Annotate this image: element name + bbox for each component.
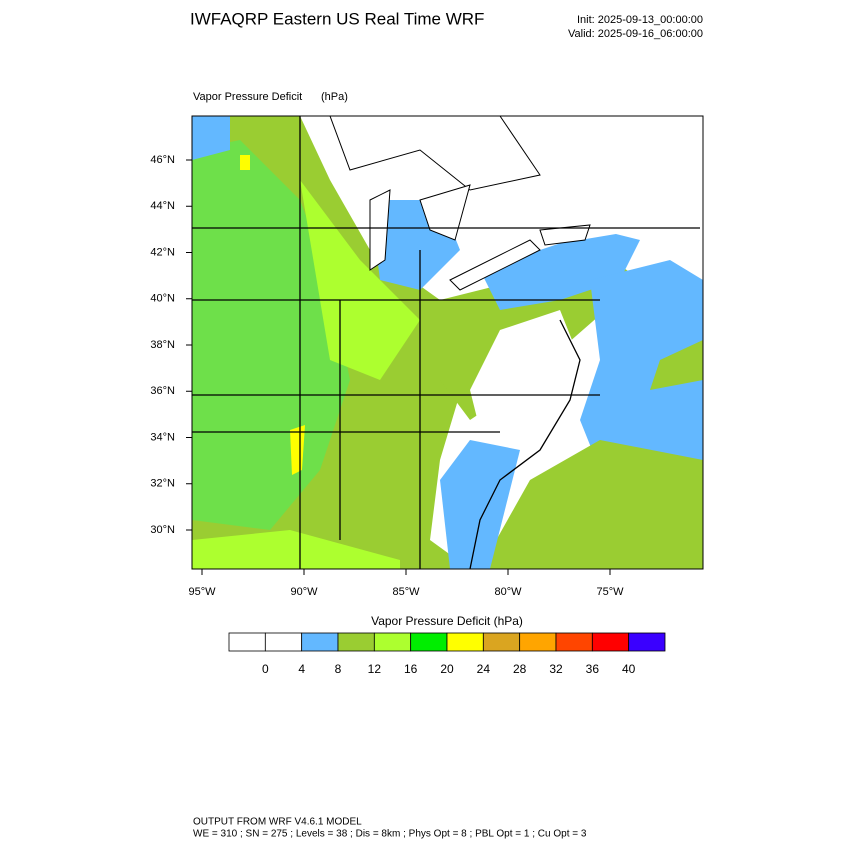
lon-label: 85°W	[392, 586, 420, 598]
lon-label: 80°W	[494, 586, 522, 598]
lat-label: 46°N	[150, 154, 175, 166]
vpd-field	[192, 530, 400, 569]
colorbar-swatch	[373, 632, 412, 652]
colorbar-label: 8	[335, 662, 342, 676]
lat-label: 40°N	[150, 293, 175, 305]
colorbar-label: 20	[440, 662, 454, 676]
colorbar-label: 24	[477, 662, 491, 676]
colorbar-label: 36	[586, 662, 600, 676]
vpd-field	[650, 340, 703, 390]
vpd-field	[480, 230, 640, 310]
lon-labels: 95°W 90°W 85°W 80°W 75°W	[188, 569, 624, 598]
map	[192, 116, 703, 569]
lat-label: 32°N	[150, 478, 175, 490]
colorbar: 0 4 8 12 16 20 24 28 32 36 40	[228, 632, 666, 676]
field-label: Vapor Pressure Deficit	[193, 91, 302, 103]
map-frame	[191, 115, 704, 570]
footer-line: OUTPUT FROM WRF V4.6.1 MODEL	[193, 817, 362, 828]
vpd-field	[480, 440, 703, 569]
colorbar-label: 12	[368, 662, 382, 676]
vpd-field	[300, 180, 420, 380]
field-units: (hPa)	[321, 91, 348, 103]
colorbar-swatch	[555, 632, 593, 652]
vpd-field	[440, 440, 520, 569]
colorbar-label: 0	[262, 662, 269, 676]
lat-label: 30°N	[150, 524, 175, 536]
colorbar-swatch	[337, 632, 375, 652]
vpd-field	[240, 155, 250, 170]
colorbar-swatch	[591, 632, 630, 652]
colorbar-label: 4	[298, 662, 305, 676]
lat-label: 38°N	[150, 339, 175, 351]
colorbar-swatch	[301, 632, 339, 652]
vpd-field	[192, 116, 230, 160]
colorbar-label: 40	[622, 662, 636, 676]
lon-label: 75°W	[596, 586, 624, 598]
lat-label: 34°N	[150, 431, 175, 443]
colorbar-label: 32	[549, 662, 563, 676]
lat-label: 42°N	[150, 246, 175, 258]
init-time: Init: 2025-09-13_00:00:00	[577, 14, 703, 26]
colorbar-swatch	[482, 632, 521, 652]
lat-label: 44°N	[150, 200, 175, 212]
vpd-field	[470, 310, 580, 440]
colorbar-label: 28	[513, 662, 527, 676]
colorbar-swatch	[446, 632, 484, 652]
great-lakes	[329, 116, 541, 191]
lon-label: 90°W	[290, 586, 318, 598]
colorbar-swatch	[264, 632, 303, 652]
footer-line: WE = 310 ; SN = 275 ; Levels = 38 ; Dis …	[193, 829, 587, 840]
colorbar-swatch	[519, 632, 557, 652]
colorbar-swatch	[628, 632, 666, 652]
title: IWFAQRP Eastern US Real Time WRF	[190, 9, 484, 28]
colorbar-swatch	[228, 632, 266, 652]
vpd-field	[290, 425, 305, 475]
lat-label: 36°N	[150, 385, 175, 397]
lake-ontario	[539, 224, 591, 246]
coastline	[469, 319, 581, 569]
state-borders	[192, 116, 700, 569]
lake-michigan	[369, 189, 391, 271]
valid-time: Valid: 2025-09-16_06:00:00	[568, 28, 703, 40]
lake-huron	[419, 184, 471, 241]
colorbar-title: Vapor Pressure Deficit (hPa)	[371, 614, 523, 628]
lat-labels: 46°N 44°N 42°N 40°N 38°N 36°N 34°N 32°N 30°N	[150, 154, 192, 536]
lon-label: 95°W	[188, 586, 216, 598]
colorbar-swatch	[410, 632, 448, 652]
colorbar-label: 16	[404, 662, 418, 676]
lake-erie	[449, 239, 541, 291]
